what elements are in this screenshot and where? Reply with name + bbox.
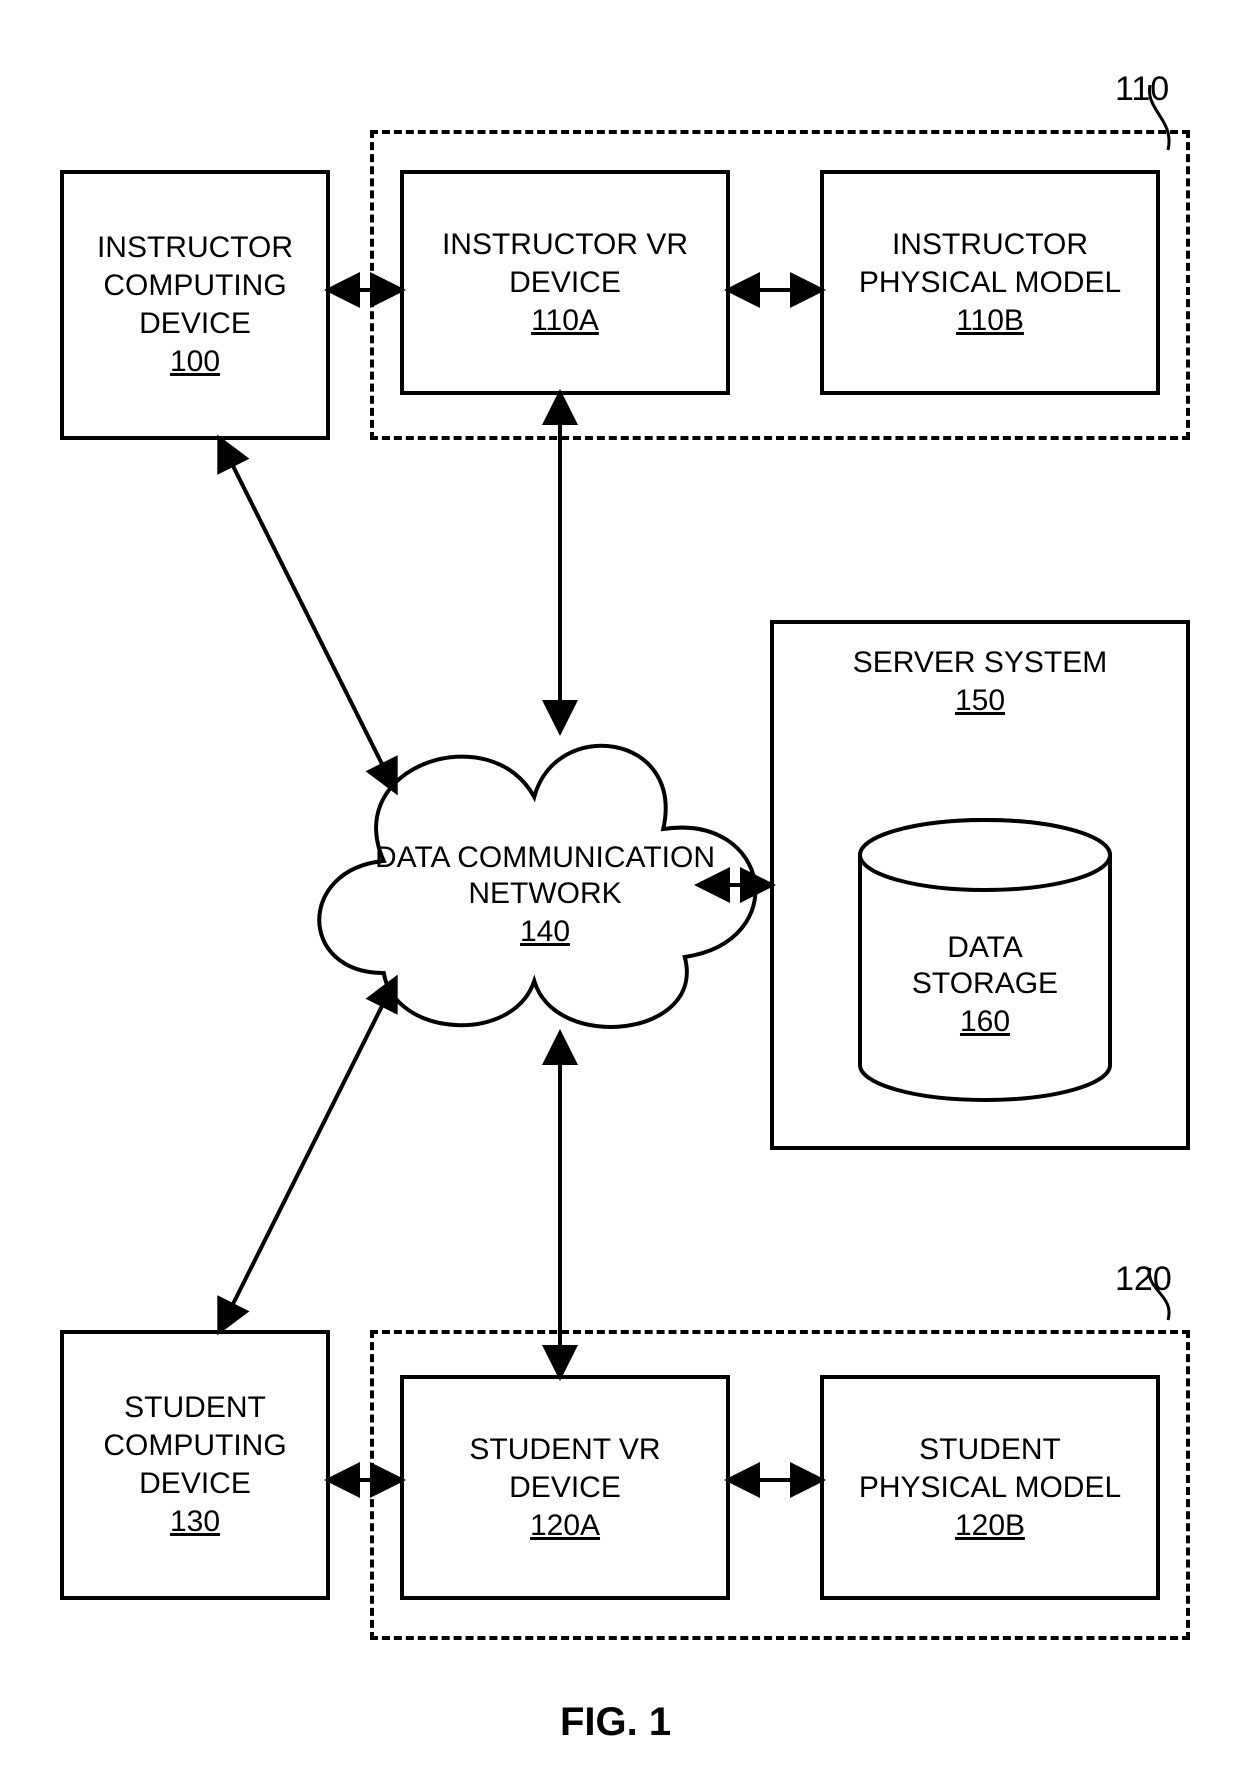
student-physical-model-box: STUDENT PHYSICAL MODEL 120B: [820, 1375, 1160, 1600]
figure-label: FIG. 1: [560, 1700, 671, 1745]
label: STUDENT: [124, 1389, 266, 1427]
ref-number: 110A: [531, 302, 599, 340]
instructor-computing-device-box: INSTRUCTOR COMPUTING DEVICE 100: [60, 170, 330, 440]
instructor-physical-model-box: INSTRUCTOR PHYSICAL MODEL 110B: [820, 170, 1160, 395]
label: STUDENT VR: [469, 1431, 660, 1469]
label: DEVICE: [509, 264, 621, 302]
student-group-callout: 120: [1115, 1260, 1172, 1299]
student-vr-device-box: STUDENT VR DEVICE 120A: [400, 1375, 730, 1600]
ref-number: 100: [170, 343, 220, 381]
label: SERVER SYSTEM: [774, 644, 1186, 682]
label: DEVICE: [139, 305, 251, 343]
diagram-canvas: INSTRUCTOR COMPUTING DEVICE 100 INSTRUCT…: [0, 0, 1240, 1771]
label: DEVICE: [139, 1465, 251, 1503]
arrow-icomp-to-cloud: [220, 440, 395, 790]
label: STUDENT: [919, 1431, 1061, 1469]
server-system-box: SERVER SYSTEM 150: [770, 620, 1190, 1150]
ref-number: 150: [774, 682, 1186, 720]
label: COMPUTING: [103, 267, 286, 305]
ref-number: 120B: [955, 1507, 1025, 1545]
arrow-scomp-to-cloud: [220, 980, 395, 1330]
label: INSTRUCTOR: [97, 229, 293, 267]
instructor-vr-device-box: INSTRUCTOR VR DEVICE 110A: [400, 170, 730, 395]
label: PHYSICAL MODEL: [859, 1469, 1121, 1507]
network-ref: 140: [520, 915, 570, 948]
label: INSTRUCTOR VR: [442, 226, 688, 264]
ref-number: 130: [170, 1503, 220, 1541]
label: INSTRUCTOR: [892, 226, 1088, 264]
label: DEVICE: [509, 1469, 621, 1507]
svg-text:NETWORK: NETWORK: [468, 877, 621, 910]
network-label: DATA COMMUNICATION: [375, 841, 715, 874]
instructor-group-callout: 110: [1115, 70, 1169, 109]
label: COMPUTING: [103, 1427, 286, 1465]
label: PHYSICAL MODEL: [859, 264, 1121, 302]
ref-number: 110B: [956, 302, 1024, 340]
network-cloud: [319, 746, 755, 1027]
ref-number: 120A: [530, 1507, 600, 1545]
student-computing-device-box: STUDENT COMPUTING DEVICE 130: [60, 1330, 330, 1600]
